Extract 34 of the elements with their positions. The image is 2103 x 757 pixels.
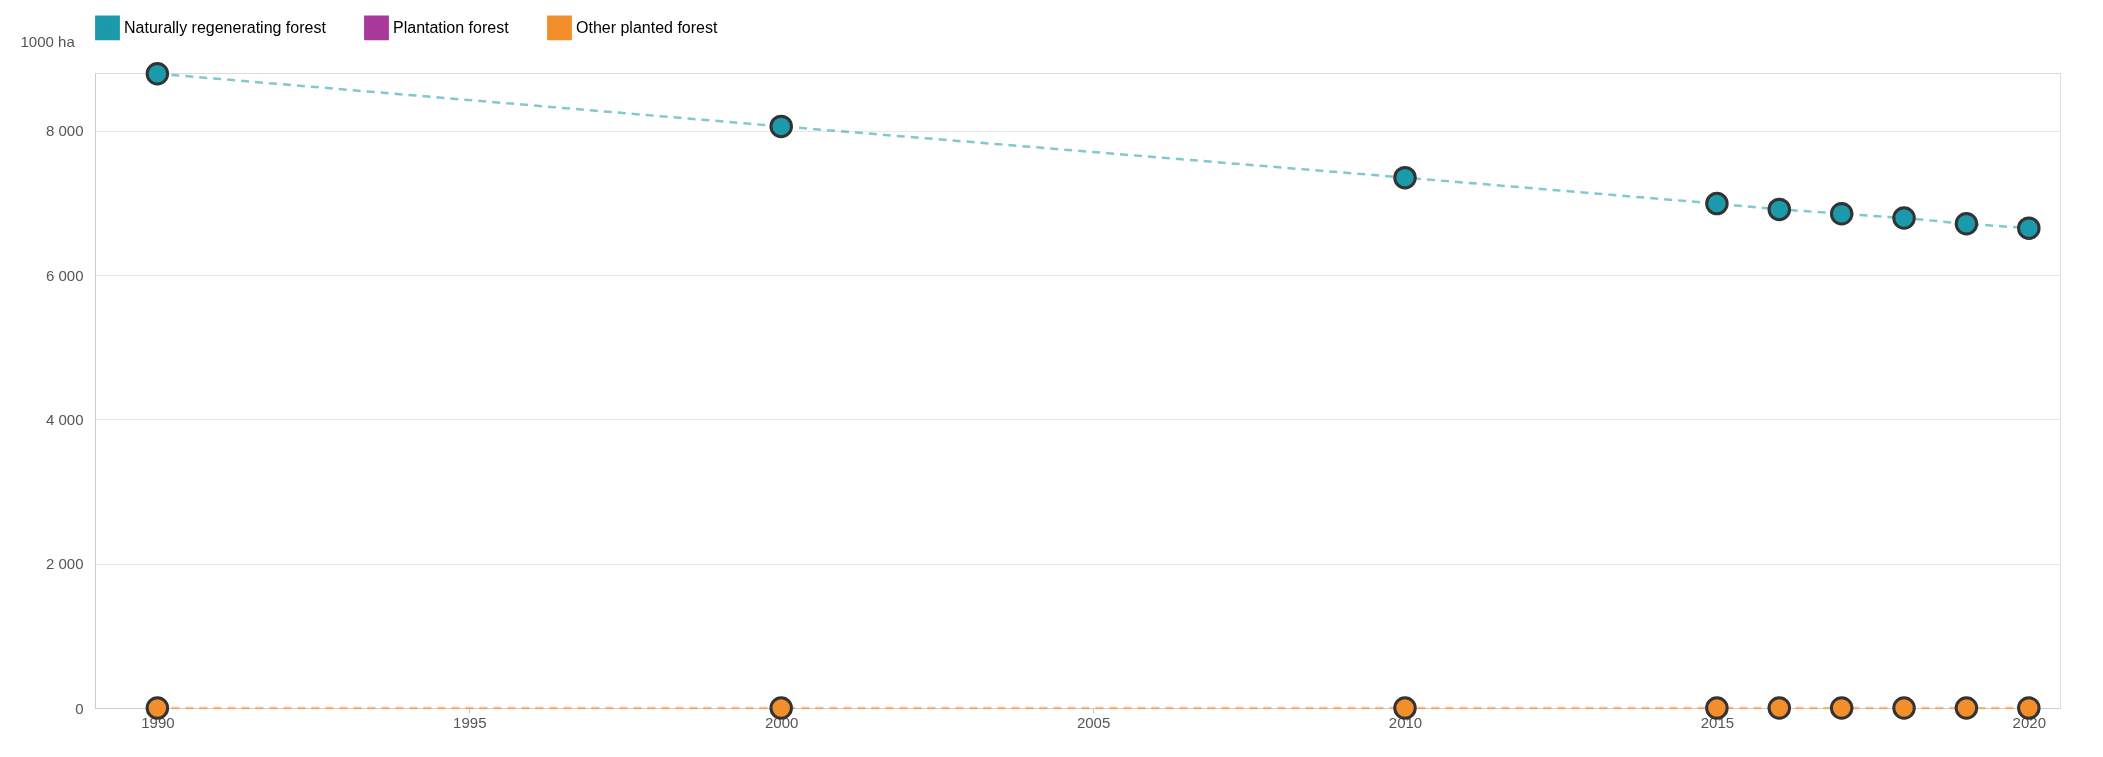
x-tick-label: 2015	[1700, 713, 1735, 731]
x-tick-label: 2020	[2012, 713, 2046, 731]
point	[1393, 165, 1417, 190]
x-tick-label: 1990	[141, 713, 175, 731]
legend-label: Plantation forest	[393, 18, 510, 36]
point	[1767, 696, 1792, 720]
point	[1705, 696, 1729, 720]
x-tick-label: 1995	[453, 713, 487, 731]
point	[769, 696, 793, 720]
point	[2017, 696, 2041, 720]
point	[769, 114, 793, 139]
y-axis-title: 1000 ha	[20, 32, 76, 50]
point	[1954, 696, 1979, 720]
point	[1767, 197, 1792, 222]
point	[1829, 696, 1854, 720]
y-tick-label: 6 000	[45, 266, 84, 284]
y-tick-label: 4 000	[45, 410, 84, 428]
y-tick-label: 8 000	[45, 122, 84, 140]
point	[1829, 201, 1854, 226]
legend-label: Other planted forest	[576, 18, 718, 36]
point	[1954, 212, 1979, 236]
x-tick-label: 2000	[765, 713, 799, 731]
point	[1892, 206, 1916, 230]
point	[1393, 696, 1417, 720]
point	[1892, 696, 1916, 720]
x-tick-label: 2010	[1388, 713, 1423, 731]
point	[145, 696, 170, 720]
y-tick-label: 2 000	[45, 555, 84, 573]
y-tick-label: 0	[75, 699, 84, 717]
x-tick-label: 2005	[1076, 713, 1111, 731]
point	[2017, 216, 2041, 240]
point	[1705, 191, 1729, 216]
legend-label: Naturally regenerating forest	[124, 18, 327, 36]
point	[145, 61, 170, 86]
